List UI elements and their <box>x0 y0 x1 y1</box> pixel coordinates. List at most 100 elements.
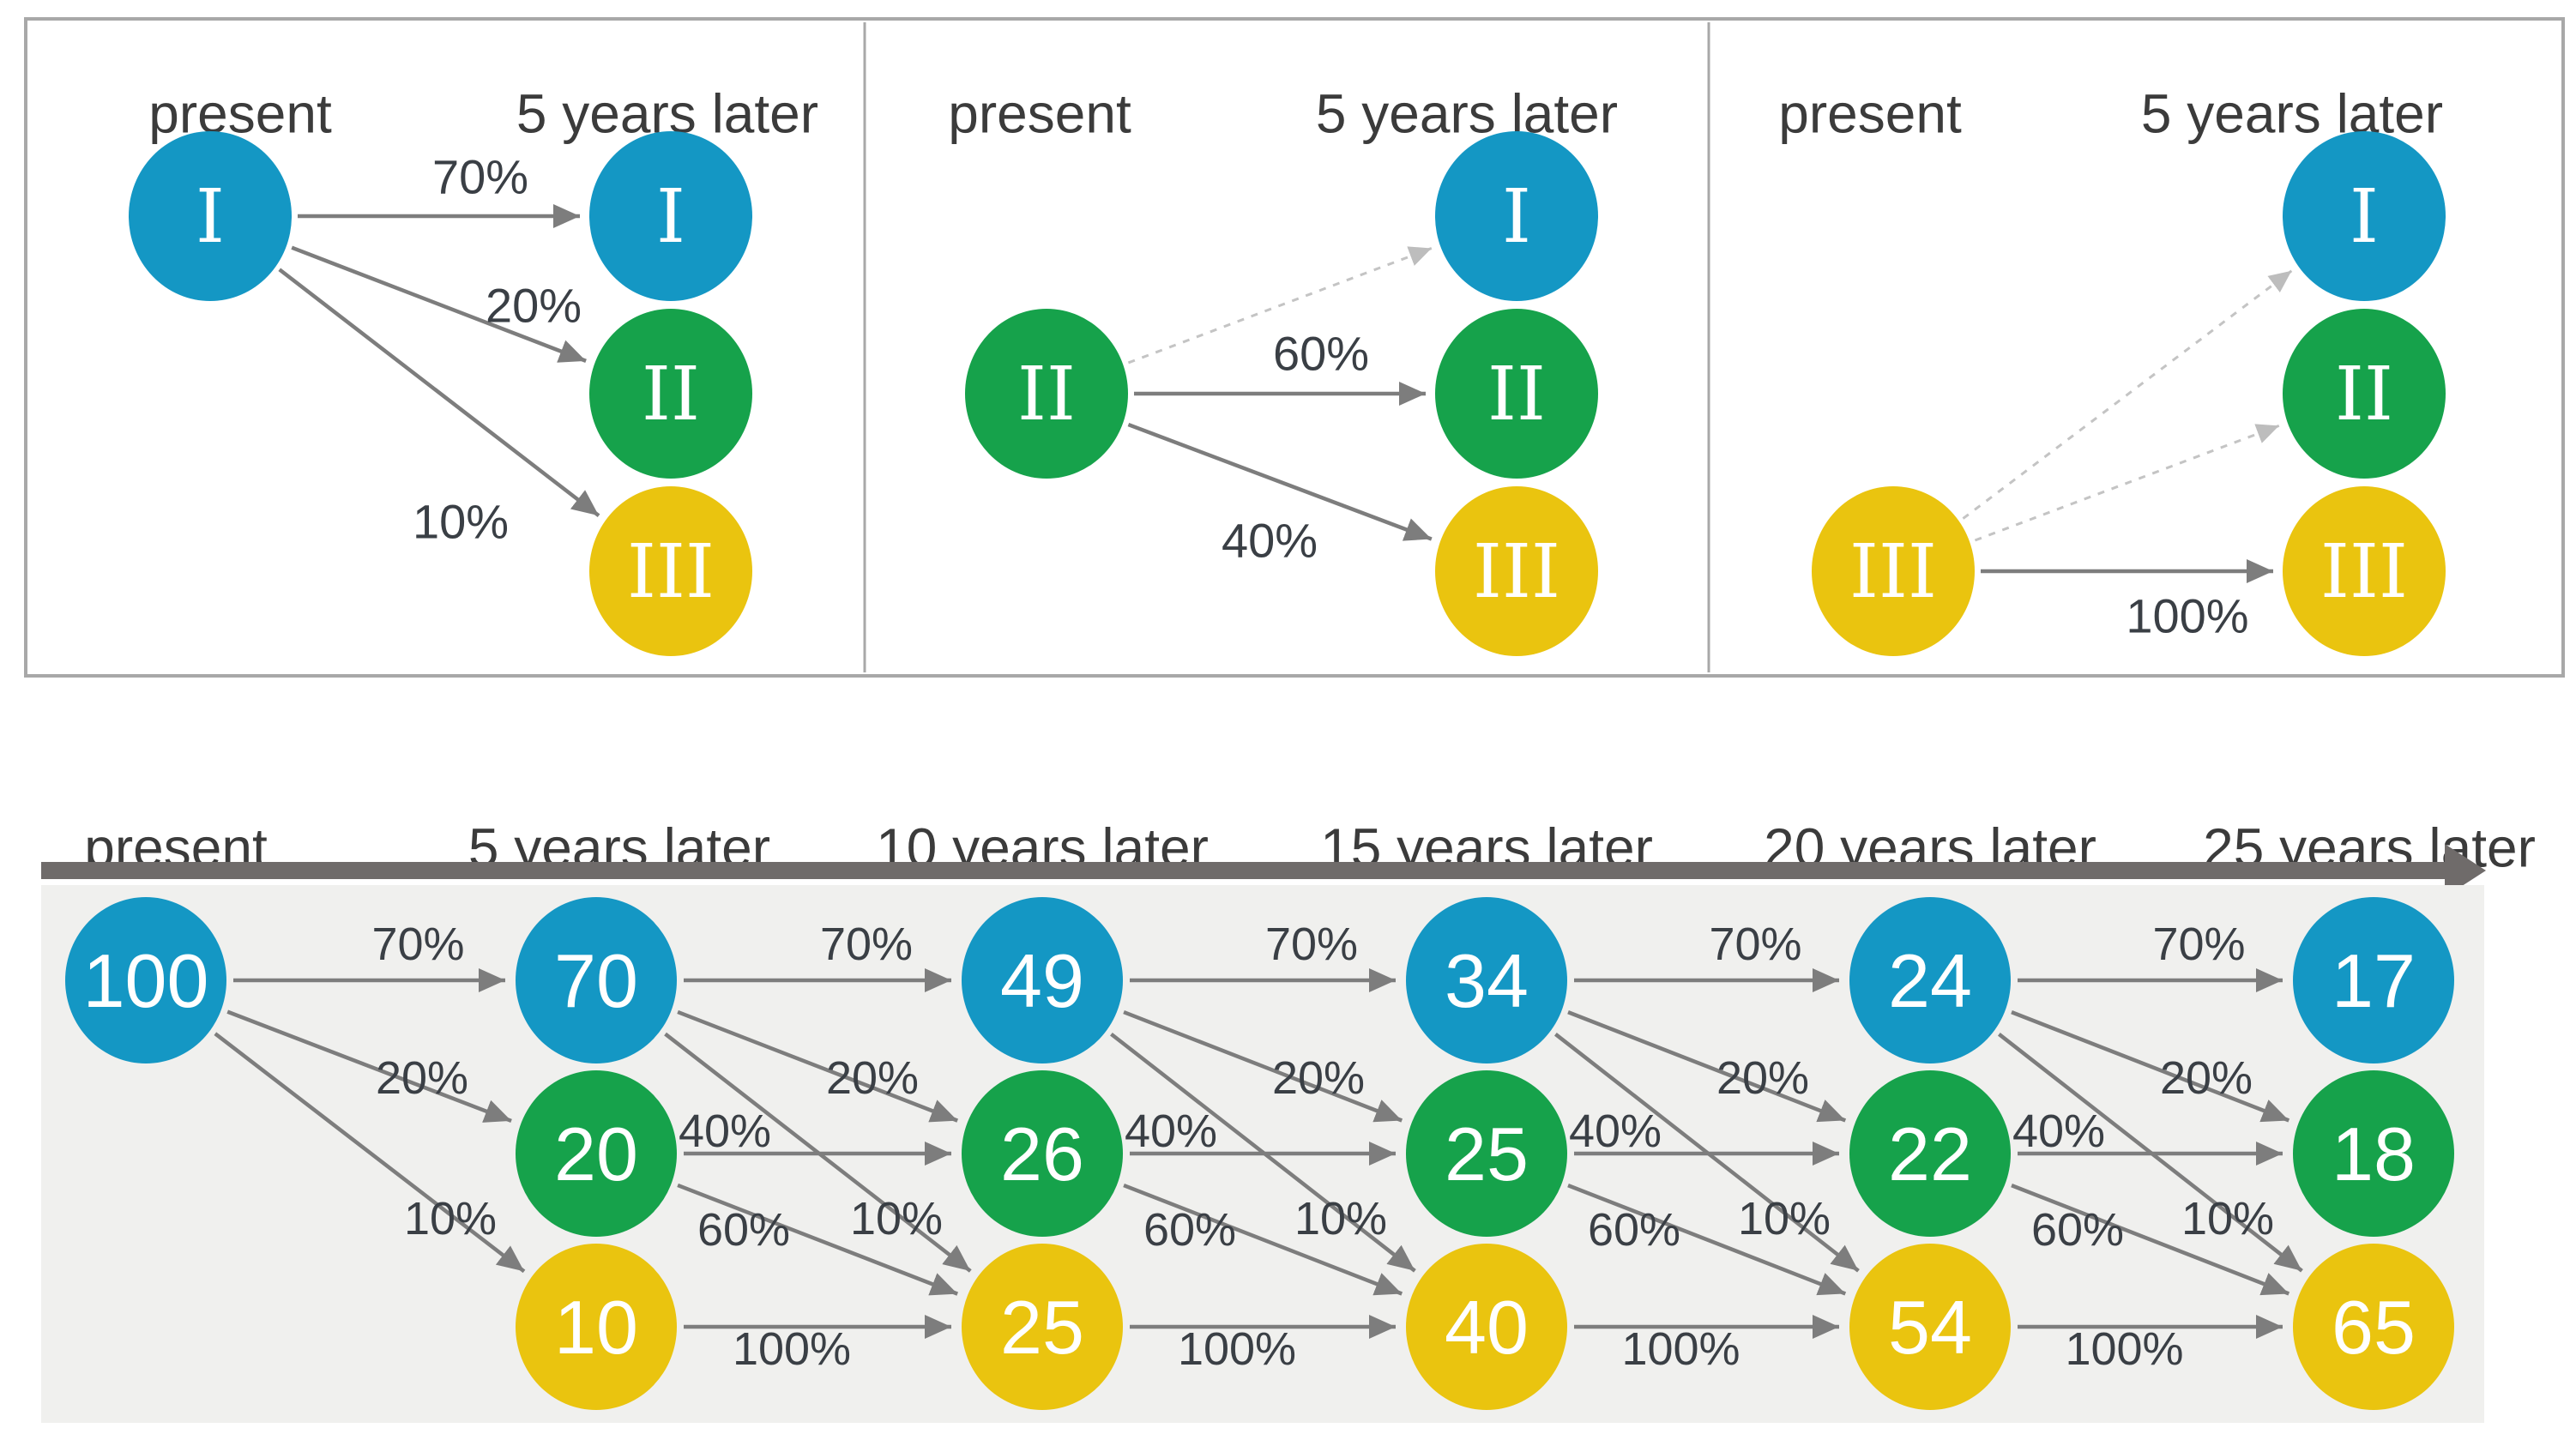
value-node-25-years-later-III <box>2293 1244 2454 1410</box>
state-numeral: I <box>656 174 685 260</box>
transition-arrow-step4-II-to-III <box>2011 1184 2290 1296</box>
transition-label-step3-II-to-II: 40% <box>1569 1106 1662 1157</box>
transition-arrow-II-to-III <box>1127 422 1433 541</box>
transition-arrow-step1-II-to-III <box>677 1183 959 1296</box>
transition-arrow-I-to-II <box>291 245 587 363</box>
transition-arrow-step3-II-to-III <box>1567 1184 1847 1296</box>
transition-arrow-step2-II-to-III <box>1123 1183 1403 1296</box>
transition-label-step1-III-to-III: 100% <box>733 1323 851 1375</box>
value-node-label: 25 <box>1000 1285 1084 1370</box>
state-numeral: II <box>642 352 700 437</box>
timeline-axis <box>41 862 2446 879</box>
value-node-25-years-later-II <box>2293 1070 2454 1237</box>
transition-arrow-step4-I-to-II <box>2011 1010 2290 1123</box>
state-node-target-II <box>1435 309 1598 479</box>
value-node-10-years-later-I <box>962 897 1123 1063</box>
state-node-target-I <box>589 131 752 301</box>
state-node-source-I <box>129 131 292 301</box>
value-node-present-I <box>65 897 226 1063</box>
state-numeral: II <box>1017 352 1076 437</box>
transition-label-step0-I-to-II: 20% <box>376 1052 468 1104</box>
value-node-label: 34 <box>1445 938 1529 1023</box>
column-header-present: present <box>1778 82 1962 144</box>
transition-arrow-step0-I-to-III <box>214 1032 526 1274</box>
bottom-edges: 70% 20% 10% 70% 20% 10% 40% 60% 100% 70% 20% 10% 40%… <box>214 919 2303 1375</box>
value-node-10-years-later-III <box>962 1244 1123 1410</box>
state-node-source-III <box>1812 486 1975 656</box>
transition-label-III-to-III: 100% <box>2126 589 2248 643</box>
transition-label-I-to-III: 10% <box>413 495 509 549</box>
state-numeral: II <box>2335 352 2393 437</box>
state-node-target-III <box>2283 486 2446 656</box>
transition-label-step1-I-to-I: 70% <box>820 919 913 970</box>
transition-label-step4-I-to-III: 10% <box>2181 1193 2274 1244</box>
transition-label-step1-II-to-II: 40% <box>679 1106 771 1157</box>
transition-arrow-III-to-I <box>1962 269 2293 520</box>
value-node-20-years-later-I <box>1849 897 2011 1063</box>
value-node-label: 18 <box>2332 1112 2416 1196</box>
transition-label-step4-II-to-III: 60% <box>2031 1204 2124 1256</box>
transition-label-step4-III-to-III: 100% <box>2065 1323 2183 1375</box>
transition-label-step2-I-to-I: 70% <box>1265 919 1358 970</box>
transition-arrow-step2-I-to-II <box>1123 1009 1403 1123</box>
transition-label-step1-I-to-III: 10% <box>850 1193 943 1244</box>
value-node-label: 49 <box>1000 938 1084 1023</box>
state-numeral: III <box>1473 529 1560 615</box>
transition-label-step2-I-to-III: 10% <box>1294 1193 1387 1244</box>
transition-label-step2-II-to-II: 40% <box>1125 1106 1217 1157</box>
value-node-5-years-later-II <box>516 1070 677 1237</box>
value-node-15-years-later-III <box>1406 1244 1567 1410</box>
state-numeral: II <box>1487 352 1546 437</box>
transition-arrow-step1-I-to-II <box>677 1009 959 1123</box>
value-node-15-years-later-II <box>1406 1070 1567 1237</box>
value-node-label: 54 <box>1888 1285 1972 1370</box>
value-node-10-years-later-II <box>962 1070 1123 1237</box>
state-node-target-I <box>1435 131 1598 301</box>
value-node-5-years-later-I <box>516 897 677 1063</box>
transition-label-step4-II-to-II: 40% <box>2012 1106 2105 1157</box>
value-node-label: 24 <box>1888 938 1972 1023</box>
transition-label-step3-III-to-III: 100% <box>1621 1323 1740 1375</box>
state-numeral: I <box>2350 174 2379 260</box>
value-node-label: 65 <box>2332 1285 2416 1370</box>
value-node-label: 70 <box>554 938 638 1023</box>
transition-label-step4-I-to-I: 70% <box>2152 919 2245 970</box>
column-header-5-years-later: 5 years later <box>2141 82 2443 144</box>
transition-label-step3-I-to-III: 10% <box>1738 1193 1831 1244</box>
state-numeral: I <box>1502 174 1531 260</box>
transition-label-I-to-II: 20% <box>486 279 582 333</box>
transition-label-II-to-II: 60% <box>1273 327 1369 381</box>
transition-arrow-I-to-III <box>278 268 600 518</box>
state-node-target-III <box>1435 486 1598 656</box>
transition-arrow-step3-I-to-II <box>1567 1010 1847 1123</box>
transition-label-step2-I-to-II: 20% <box>1272 1052 1365 1104</box>
value-node-label: 17 <box>2332 938 2416 1023</box>
state-numeral: I <box>196 174 225 260</box>
transition-label-step0-I-to-III: 10% <box>404 1193 497 1244</box>
transition-label-step3-I-to-II: 20% <box>1716 1052 1809 1104</box>
column-header-present: present <box>148 82 332 144</box>
transition-label-step3-I-to-I: 70% <box>1709 919 1801 970</box>
transition-label-step0-I-to-I: 70% <box>371 919 464 970</box>
transition-arrow-step0-I-to-II <box>226 1009 512 1124</box>
transition-arrow-III-to-II <box>1974 424 2280 542</box>
value-node-label: 100 <box>83 938 209 1023</box>
value-node-5-years-later-III <box>516 1244 677 1410</box>
column-header-5-years-later: 5 years later <box>1316 82 1618 144</box>
state-node-target-II <box>589 309 752 479</box>
state-node-target-I <box>2283 131 2446 301</box>
transition-label-step1-I-to-II: 20% <box>826 1052 919 1104</box>
state-node-target-II <box>2283 309 2446 479</box>
state-node-source-II <box>965 309 1128 479</box>
value-node-label: 26 <box>1000 1112 1084 1196</box>
transition-label-step4-I-to-II: 20% <box>2160 1052 2253 1104</box>
transition-label-step1-II-to-III: 60% <box>697 1204 790 1256</box>
transition-label-step2-III-to-III: 100% <box>1178 1323 1296 1375</box>
transition-arrow-II-to-I <box>1127 246 1433 365</box>
transition-label-I-to-I: 70% <box>432 150 528 204</box>
transition-label-II-to-III: 40% <box>1222 514 1318 568</box>
